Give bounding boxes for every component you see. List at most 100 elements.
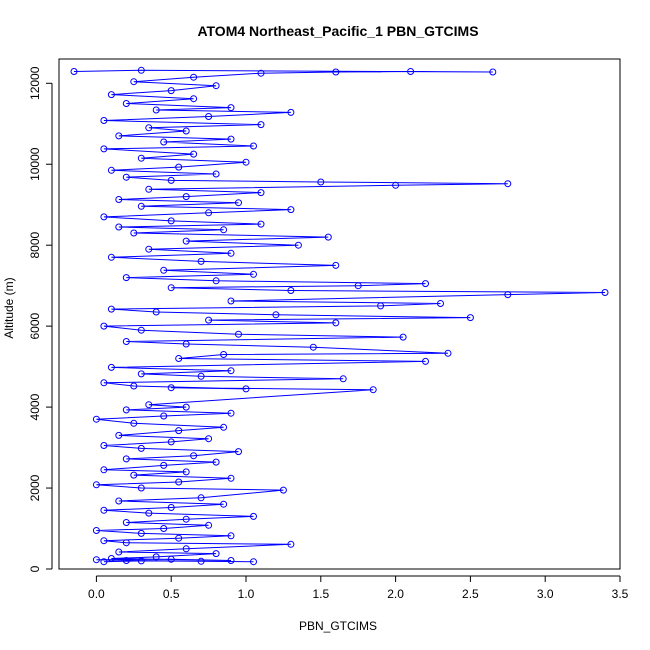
- data-point: [190, 150, 198, 158]
- data-point: [122, 557, 130, 564]
- y-axis-label: Altitude (m): [2, 277, 16, 338]
- data-point: [504, 291, 512, 299]
- data-point: [250, 558, 257, 566]
- y-tick-label: 2000: [28, 474, 42, 501]
- data-point: [437, 300, 444, 307]
- data-point: [130, 471, 138, 479]
- data-point: [107, 91, 115, 99]
- data-point: [152, 308, 160, 316]
- data-point: [92, 556, 100, 564]
- data-point: [279, 486, 287, 494]
- data-point: [235, 199, 242, 207]
- x-tick-label: 3.5: [612, 587, 629, 601]
- data-point: [309, 343, 317, 351]
- data-point: [145, 245, 153, 253]
- data-point: [182, 127, 190, 135]
- data-point: [167, 176, 175, 184]
- x-tick-label: 0.0: [88, 587, 105, 601]
- data-point: [422, 280, 429, 288]
- data-point: [130, 382, 138, 390]
- data-point: [205, 435, 213, 443]
- data-point: [115, 431, 123, 439]
- data-point: [167, 87, 175, 95]
- data-point: [212, 170, 220, 178]
- data-point: [100, 322, 108, 330]
- data-point: [227, 532, 235, 540]
- data-point: [182, 468, 190, 476]
- data-point: [257, 121, 265, 129]
- data-point: [92, 481, 100, 489]
- data-point: [145, 124, 153, 132]
- data-point: [137, 484, 145, 492]
- data-point: [250, 142, 257, 150]
- data-point: [115, 548, 123, 556]
- data-point: [167, 384, 175, 392]
- data-point: [70, 68, 78, 75]
- data-point: [197, 557, 205, 565]
- data-point: [250, 270, 257, 278]
- data-point: [257, 220, 265, 228]
- data-point: [92, 415, 100, 423]
- plot-frame: [58, 58, 621, 570]
- y-tick-label: 8000: [28, 232, 42, 259]
- x-tick-label: 0.5: [163, 587, 180, 601]
- x-tick-label: 2.0: [387, 587, 404, 601]
- data-point: [182, 403, 190, 411]
- data-point: [182, 515, 190, 523]
- data-point: [122, 406, 130, 414]
- data-point: [122, 539, 130, 547]
- data-point: [122, 173, 130, 181]
- data-point: [160, 525, 168, 532]
- data-point: [175, 534, 183, 542]
- data-point: [257, 189, 265, 197]
- data-point: [190, 95, 198, 103]
- data-point: [601, 289, 609, 296]
- data-point: [257, 69, 265, 77]
- data-point: [107, 166, 115, 174]
- data-point: [100, 442, 108, 449]
- data-point: [287, 108, 295, 116]
- x-tick-label: 3.0: [537, 587, 554, 601]
- y-tick-label: 4000: [28, 393, 42, 420]
- data-point: [242, 158, 250, 166]
- data-point: [392, 181, 400, 189]
- data-point: [137, 444, 145, 452]
- data-point: [422, 357, 429, 365]
- data-point: [190, 73, 198, 81]
- series-layer: [70, 66, 609, 566]
- data-point: [175, 427, 183, 435]
- data-point: [235, 330, 242, 338]
- data-point: [444, 349, 452, 357]
- data-point: [332, 68, 340, 76]
- data-point: [287, 287, 295, 294]
- chart-title: ATOM4 Northeast_Pacific_1 PBN_GTCIMS: [197, 23, 478, 39]
- x-axis-label: PBN_GTCIMS: [299, 619, 377, 633]
- data-point: [137, 66, 145, 74]
- data-point: [100, 466, 108, 474]
- data-point: [227, 367, 235, 375]
- y-tick-label: 12000: [28, 66, 42, 100]
- series-line: [73, 69, 606, 563]
- data-point: [205, 316, 213, 324]
- data-point: [205, 521, 213, 529]
- data-point: [160, 138, 168, 146]
- data-point: [167, 438, 175, 446]
- data-point: [220, 500, 228, 508]
- x-tick-label: 2.5: [462, 587, 479, 601]
- data-point: [182, 545, 190, 553]
- data-point: [227, 409, 235, 417]
- data-point: [369, 386, 377, 394]
- data-point: [92, 527, 100, 534]
- data-point: [115, 497, 123, 505]
- data-point: [182, 340, 190, 348]
- data-point: [272, 311, 280, 319]
- data-point: [160, 461, 168, 469]
- data-point: [250, 512, 257, 520]
- data-point: [205, 209, 213, 217]
- data-point: [152, 553, 160, 561]
- data-point: [122, 519, 130, 526]
- data-point: [242, 385, 250, 393]
- data-point: [107, 253, 115, 261]
- data-point: [115, 223, 123, 231]
